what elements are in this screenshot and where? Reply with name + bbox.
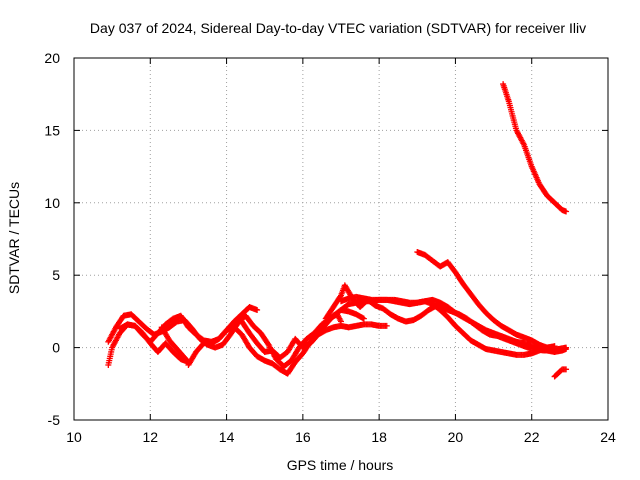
series-track-c (116, 321, 192, 366)
data-point-marker (563, 346, 570, 353)
y-tick-label: -5 (48, 412, 61, 428)
data-point-marker (360, 315, 367, 322)
grid-lines (74, 58, 608, 420)
x-tick-label: 18 (371, 429, 387, 445)
data-point-marker (159, 325, 166, 332)
data-point-marker (563, 366, 570, 373)
y-axis-title: SDTVAR / TECUs (6, 182, 22, 294)
x-tick-label: 22 (524, 429, 540, 445)
data-point-marker (563, 208, 570, 215)
y-axis: -5 0 5 10 15 20 (44, 50, 608, 428)
series-track-b (105, 311, 344, 370)
series-track-d (185, 306, 367, 377)
x-axis: 10 12 14 16 18 20 22 24 (66, 58, 616, 445)
y-tick-label: 0 (52, 340, 60, 356)
data-point-marker (559, 347, 566, 354)
chart-title: Day 037 of 2024, Sidereal Day-to-day VTE… (90, 20, 586, 36)
data-point-marker (383, 322, 390, 329)
x-tick-label: 10 (66, 429, 82, 445)
data-point-marker (158, 324, 165, 331)
x-axis-title: GPS time / hours (287, 457, 394, 473)
y-tick-label: 15 (44, 122, 60, 138)
series-track-k (500, 81, 570, 215)
x-tick-label: 16 (295, 429, 311, 445)
data-point-marker (254, 306, 261, 313)
series-track-e (238, 318, 390, 361)
y-tick-label: 5 (52, 267, 60, 283)
data-series (105, 81, 570, 380)
x-tick-label: 24 (600, 429, 616, 445)
x-tick-label: 20 (448, 429, 464, 445)
series-track-j (551, 366, 570, 380)
plot-frame (73, 57, 609, 421)
x-tick-label: 14 (219, 429, 235, 445)
y-tick-label: 10 (44, 195, 60, 211)
series-track-i (414, 249, 566, 354)
x-tick-label: 12 (142, 429, 158, 445)
y-tick-label: 20 (44, 50, 60, 66)
